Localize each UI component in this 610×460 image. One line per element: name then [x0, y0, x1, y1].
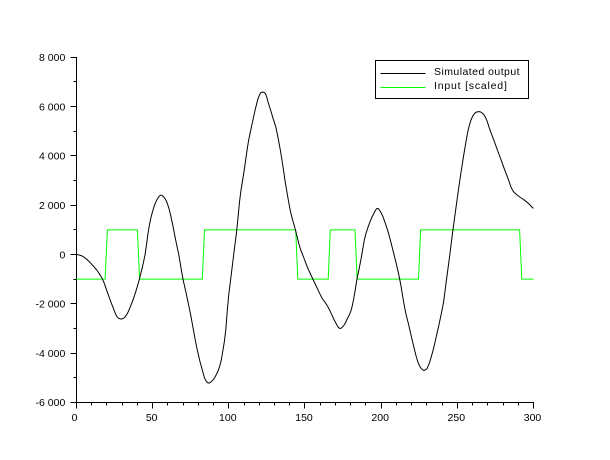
svg-text:6 000: 6 000: [39, 101, 65, 113]
svg-text:0: 0: [59, 249, 65, 261]
svg-text:150: 150: [295, 412, 313, 424]
svg-text:-6 000: -6 000: [36, 397, 66, 409]
svg-text:0: 0: [72, 412, 78, 424]
svg-text:2 000: 2 000: [39, 200, 65, 212]
svg-text:Simulated output: Simulated output: [434, 66, 520, 78]
svg-text:300: 300: [524, 412, 542, 424]
svg-text:200: 200: [371, 412, 389, 424]
svg-text:100: 100: [219, 412, 237, 424]
svg-text:Input [scaled]: Input [scaled]: [434, 80, 508, 92]
svg-text:50: 50: [146, 412, 158, 424]
svg-text:4 000: 4 000: [39, 151, 65, 163]
svg-text:-4 000: -4 000: [36, 348, 66, 360]
svg-text:250: 250: [448, 412, 466, 424]
svg-text:-2 000: -2 000: [36, 299, 66, 311]
svg-text:8 000: 8 000: [39, 52, 65, 64]
